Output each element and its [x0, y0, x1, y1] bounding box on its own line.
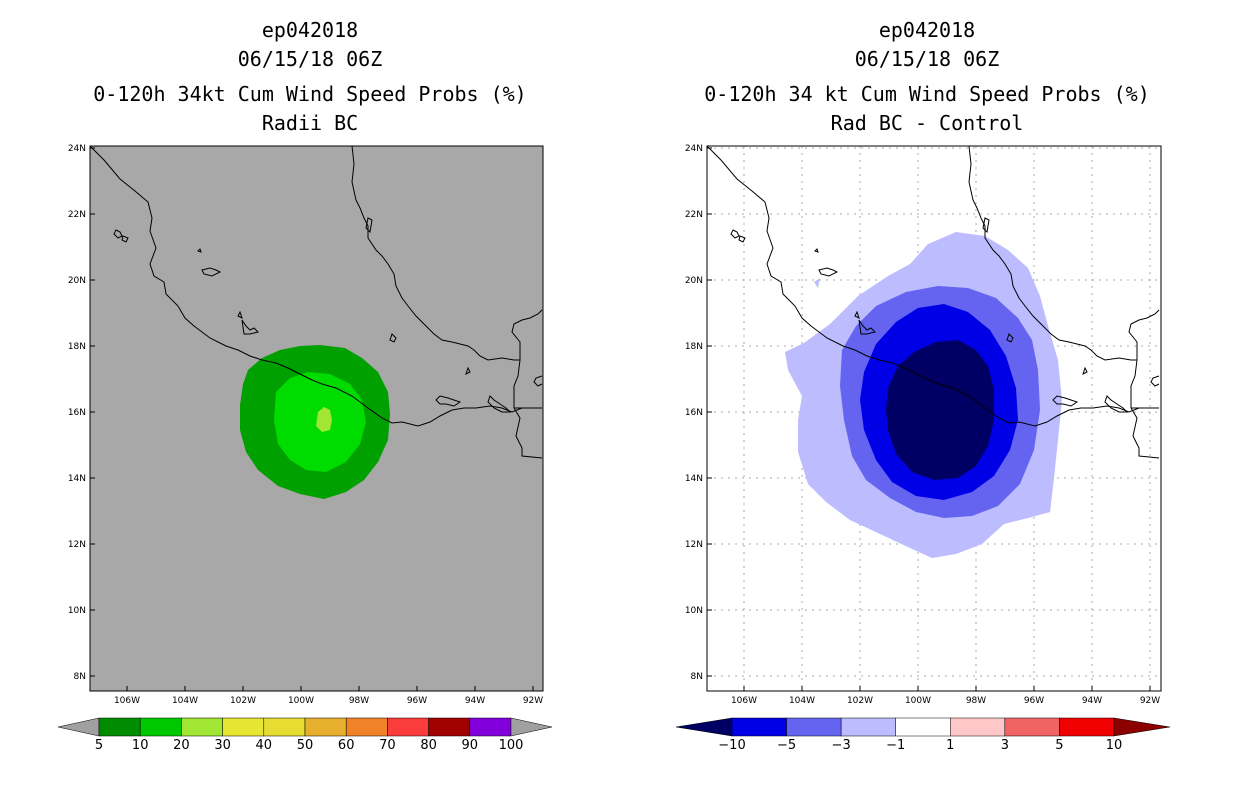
colorbar-over-triangle: [510, 717, 553, 737]
colorbar-label: 3: [1001, 738, 1009, 753]
left-storm-id: ep042018: [261, 18, 359, 42]
lat-tick-label: 16N: [68, 408, 86, 418]
lat-tick-label: 16N: [685, 408, 703, 418]
lon-tick-label: 96W: [1024, 696, 1044, 706]
right-map-panel: 106W 104W 102W 100W 98W 96W 94W 92W 8N 10N 12N 14N 1…: [685, 144, 1162, 706]
lon-tick-label: 100W: [288, 696, 314, 706]
colorbar-label: 10: [1106, 738, 1123, 753]
lat-tick-label: 14N: [68, 474, 86, 484]
colorbar-label: −1: [886, 738, 905, 753]
colorbar-label: 90: [462, 738, 479, 753]
lon-tick-label: 96W: [407, 696, 427, 706]
lon-tick-label: 100W: [905, 696, 931, 706]
lat-tick-label: 8N: [691, 672, 703, 682]
colorbar-under-triangle: [57, 717, 100, 737]
lon-tick-label: 94W: [1082, 696, 1102, 706]
lat-tick-label: 22N: [68, 210, 86, 220]
lon-tick-label: 92W: [1140, 696, 1160, 706]
colorbar-swatch: [428, 717, 471, 737]
colorbar-swatch: [469, 717, 512, 737]
prob-contour-20: [316, 407, 332, 432]
right-map-frame: [706, 145, 1162, 692]
colorbar-swatch: [840, 717, 896, 737]
lat-tick-label: 22N: [685, 210, 703, 220]
lon-tick-label: 98W: [966, 696, 986, 706]
right-difference-field: [707, 146, 1160, 558]
colorbar-swatch: [1004, 717, 1060, 737]
right-colorbar: −10 −5 −3 −1 1 3 5 10: [675, 717, 1171, 753]
lat-tick-label: 24N: [68, 144, 86, 154]
colorbar-swatch: [950, 717, 1006, 737]
left-map-frame: [89, 145, 544, 692]
colorbar-label: 100: [499, 738, 524, 753]
lon-tick-label: 92W: [523, 696, 543, 706]
colorbar-label: 10: [132, 738, 149, 753]
left-axis-ticks: 106W 104W 102W 100W 98W 96W 94W 92W 8N 10N 12N 14N 1…: [68, 144, 543, 706]
colorbar-swatch: [139, 717, 182, 737]
left-product-title: 0-120h 34kt Cum Wind Speed Probs (%): [93, 82, 527, 106]
diff-contour-minus1-fragment: [814, 278, 820, 288]
lat-tick-label: 20N: [68, 276, 86, 286]
lat-tick-label: 12N: [68, 540, 86, 550]
right-axis-ticks: 106W 104W 102W 100W 98W 96W 94W 92W 8N 10N 12N 14N 1…: [685, 144, 1160, 706]
left-subtitle: Radii BC: [261, 111, 359, 135]
colorbar-swatch: [786, 717, 842, 737]
lon-tick-label: 102W: [230, 696, 256, 706]
left-panel-title: ep042018 06/15/18 06Z 0-120h 34kt Cum Wi…: [0, 16, 620, 138]
right-datetime: 06/15/18 06Z: [854, 47, 1000, 71]
colorbar-label: 30: [214, 738, 231, 753]
lat-tick-label: 24N: [685, 144, 703, 154]
lat-tick-label: 20N: [685, 276, 703, 286]
colorbar-label: 70: [379, 738, 396, 753]
lat-tick-label: 12N: [685, 540, 703, 550]
lat-tick-label: 14N: [685, 474, 703, 484]
lat-tick-label: 8N: [74, 672, 86, 682]
colorbar-swatch: [895, 717, 951, 737]
colorbar-label: 5: [1055, 738, 1063, 753]
right-product-title: 0-120h 34 kt Cum Wind Speed Probs (%): [704, 82, 1150, 106]
colorbar-label: 20: [173, 738, 190, 753]
colorbar-swatch: [1059, 717, 1115, 737]
colorbar-swatch: [387, 717, 429, 737]
colorbar-swatch: [222, 717, 265, 737]
colorbar-swatch: [304, 717, 347, 737]
colorbar-label: −3: [832, 738, 851, 753]
diff-contour-minus10: [886, 340, 994, 480]
lat-tick-label: 18N: [685, 342, 703, 352]
left-map-panel: 106W 104W 102W 100W 98W 96W 94W 92W 8N 10N 12N 14N 1…: [68, 144, 544, 706]
colorbar-label: −10: [718, 738, 745, 753]
colorbar-over-triangle: [1113, 717, 1171, 737]
colorbar-swatch: [181, 717, 223, 737]
lon-tick-label: 98W: [349, 696, 369, 706]
colorbar-label: 5: [95, 738, 103, 753]
colorbar-swatch: [263, 717, 306, 737]
right-subtitle: Rad BC - Control: [830, 111, 1024, 135]
colorbar-swatch: [98, 717, 141, 737]
left-datetime: 06/15/18 06Z: [237, 47, 383, 71]
right-panel-title: ep042018 06/15/18 06Z 0-120h 34 kt Cum W…: [618, 16, 1236, 138]
lon-tick-label: 106W: [114, 696, 140, 706]
lon-tick-label: 94W: [465, 696, 485, 706]
colorbar-label: 1: [946, 738, 954, 753]
colorbar-swatch: [731, 717, 787, 737]
lat-tick-label: 18N: [68, 342, 86, 352]
colorbar-label: 80: [420, 738, 437, 753]
left-colorbar: 5 10 20 30 40 50 60 70 80 90 100: [57, 717, 553, 753]
colorbar-label: −5: [777, 738, 796, 753]
colorbar-label: 60: [338, 738, 355, 753]
colorbar-swatch: [345, 717, 388, 737]
left-probability-field: [90, 146, 543, 499]
colorbar-label: 50: [297, 738, 314, 753]
lon-tick-label: 102W: [847, 696, 873, 706]
lat-tick-label: 10N: [685, 606, 703, 616]
lon-tick-label: 104W: [172, 696, 198, 706]
lon-tick-label: 104W: [789, 696, 815, 706]
colorbar-under-triangle: [675, 717, 733, 737]
colorbar-label: 40: [256, 738, 273, 753]
lat-tick-label: 10N: [68, 606, 86, 616]
lon-tick-label: 106W: [731, 696, 757, 706]
right-storm-id: ep042018: [878, 18, 976, 42]
